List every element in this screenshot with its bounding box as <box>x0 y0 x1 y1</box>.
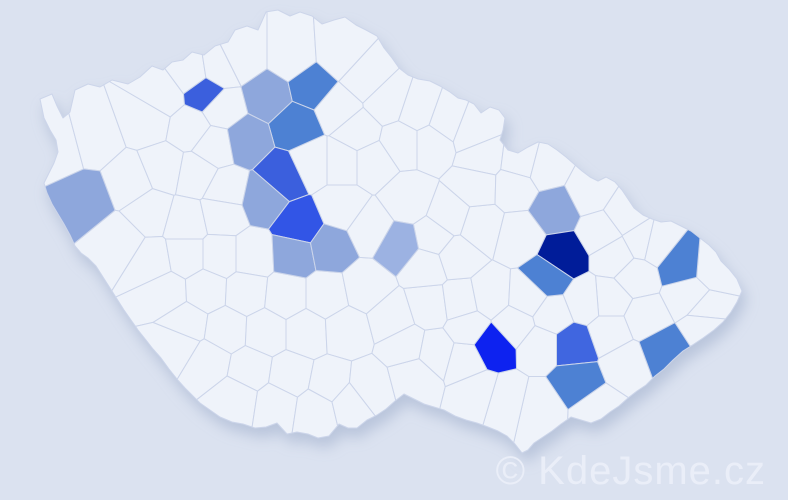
district-cell-highlighted[interactable] <box>310 223 360 274</box>
district-cell[interactable] <box>696 237 743 297</box>
district-cell[interactable] <box>395 248 448 289</box>
district-cell-highlighted[interactable] <box>545 361 607 410</box>
district-cell-highlighted[interactable] <box>183 77 225 113</box>
district-cell-highlighted[interactable] <box>372 220 419 278</box>
district-cell-highlighted[interactable] <box>638 322 691 379</box>
district-cell[interactable] <box>251 382 298 435</box>
district-cell-highlighted[interactable] <box>287 61 339 111</box>
district-cell[interactable] <box>196 375 258 428</box>
district-cell[interactable] <box>73 209 146 292</box>
district-cell[interactable] <box>674 314 726 347</box>
district-cell[interactable] <box>39 93 85 187</box>
district-cell[interactable] <box>291 388 339 439</box>
district-cell[interactable] <box>331 382 376 429</box>
district-cell-highlighted[interactable] <box>656 229 701 287</box>
district-cell-highlighted[interactable] <box>44 168 116 245</box>
district-cell[interactable] <box>602 185 651 236</box>
district-cells-layer <box>39 9 743 454</box>
district-cell[interactable] <box>644 219 689 269</box>
district-cell[interactable] <box>235 225 275 278</box>
district-cell-highlighted[interactable] <box>516 254 575 297</box>
district-cell-highlighted[interactable] <box>473 321 517 374</box>
